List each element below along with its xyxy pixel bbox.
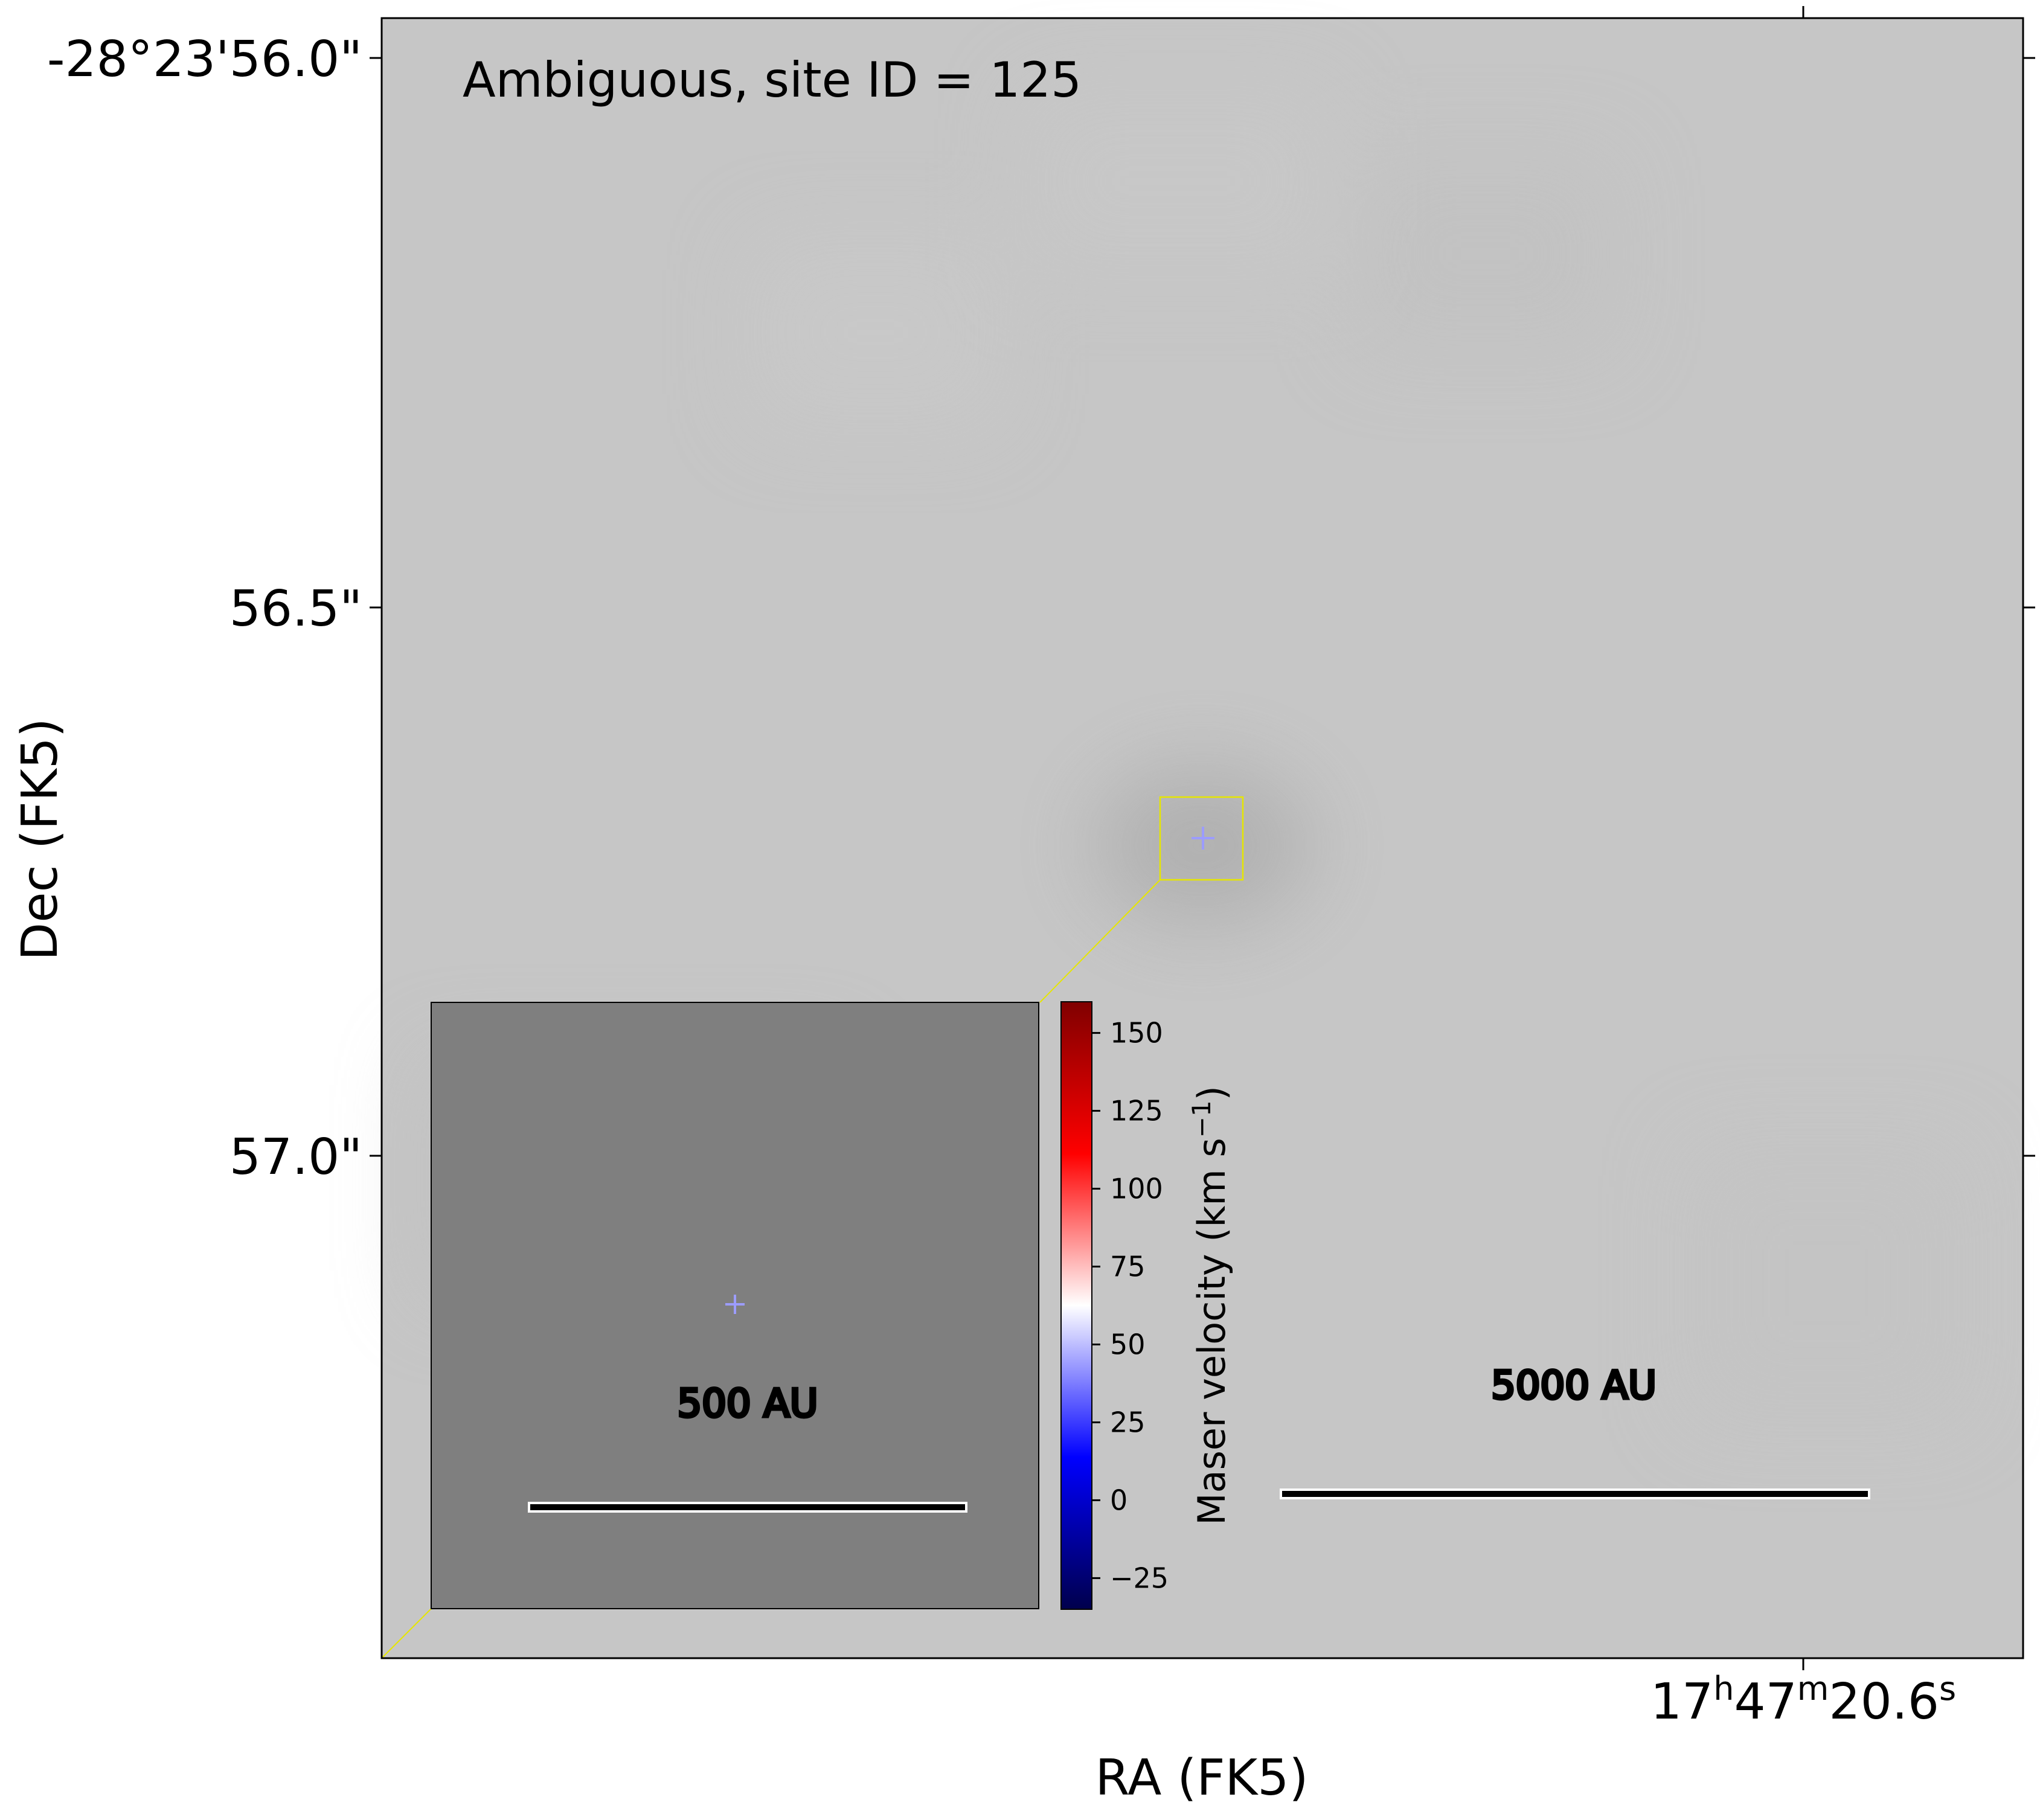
colorbar-tick-label: 75 — [1110, 1251, 1146, 1283]
colorbar-tick-label: 100 — [1110, 1173, 1163, 1205]
colorbar-label-suffix: ) — [1190, 1086, 1234, 1100]
zoom-connector-line — [381, 1608, 432, 1659]
ra-hours: 17 — [1650, 1673, 1713, 1731]
ra-seconds: 20.6 — [1829, 1673, 1939, 1731]
y-tick-label: 57.0" — [229, 1129, 362, 1186]
colorbar-tick-label: 50 — [1110, 1328, 1146, 1360]
site-annotation: Ambiguous, site ID = 125 — [463, 52, 1082, 108]
axes-frame — [380, 17, 2024, 1659]
texture-patch — [755, 242, 996, 423]
x-tick-label: 17h47m20.6s — [1650, 1670, 1956, 1731]
x-axis-label: RA (FK5) — [1095, 1749, 1309, 1807]
inset-scalebar-label: 500 AU — [677, 1382, 818, 1426]
colorbar-tick-label: 125 — [1110, 1095, 1163, 1127]
colorbar-tick-label: −25 — [1110, 1562, 1169, 1594]
maser-position-marker — [1192, 827, 1214, 850]
texture-patch — [1359, 157, 1612, 350]
y-tick-label: -28°23'56.0" — [47, 31, 362, 88]
colorbar — [1060, 1001, 1092, 1610]
zoom-connector-line — [1039, 879, 1161, 1003]
scalebar-label: 5000 AU — [1491, 1363, 1657, 1408]
inset-scalebar — [530, 1504, 965, 1510]
ra-hours-unit: h — [1713, 1670, 1734, 1708]
inset-maser-marker — [725, 1295, 745, 1314]
texture-patch — [1691, 1147, 1963, 1419]
scalebar — [1282, 1491, 1868, 1497]
colorbar-label: Maser velocity (km s−1) — [1187, 1086, 1234, 1525]
zoom-box — [1159, 796, 1244, 881]
colorbar-tick-label: 25 — [1110, 1406, 1146, 1438]
colorbar-tick-label: 150 — [1110, 1017, 1163, 1049]
ra-minutes: 47 — [1734, 1673, 1797, 1731]
image-texture — [423, 91, 1963, 1419]
colorbar-label-prefix: Maser velocity (km s — [1190, 1138, 1234, 1525]
y-tick-label: 56.5" — [229, 580, 362, 638]
colorbar-tick-label: 0 — [1110, 1484, 1127, 1516]
texture-patch — [1027, 91, 1329, 272]
ra-minutes-unit: m — [1797, 1670, 1829, 1708]
colorbar-ticks: −25 0 25 50 75 100 125 150 — [1092, 1017, 1169, 1594]
colorbar-label-exponent: −1 — [1187, 1100, 1216, 1138]
y-axis-label: Dec (FK5) — [11, 718, 69, 961]
ra-seconds-unit: s — [1939, 1670, 1956, 1708]
